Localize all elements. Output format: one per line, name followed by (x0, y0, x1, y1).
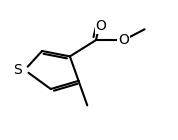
Text: O: O (118, 33, 129, 47)
Text: O: O (96, 19, 107, 33)
Text: S: S (13, 63, 22, 77)
